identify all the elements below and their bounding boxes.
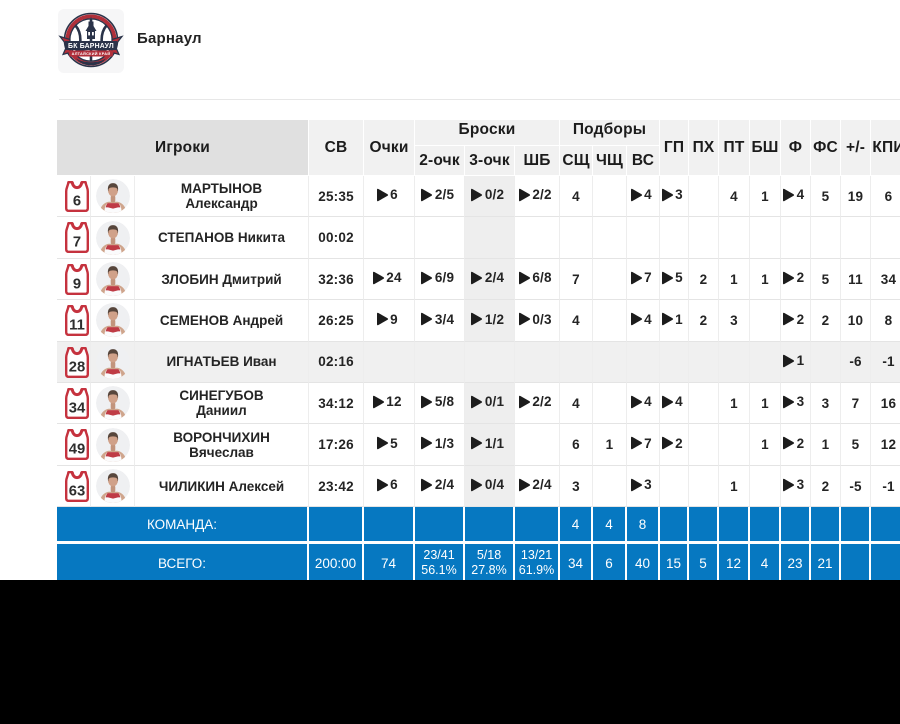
svg-text:7: 7 [73, 235, 81, 251]
svg-text:БК БАРНАУЛ: БК БАРНАУЛ [68, 43, 114, 50]
svg-text:АЛТАЙСКИЙ КРАЙ: АЛТАЙСКИЙ КРАЙ [72, 52, 111, 56]
svg-text:6: 6 [73, 193, 81, 209]
svg-text:49: 49 [69, 442, 85, 458]
svg-text:63: 63 [69, 483, 85, 499]
svg-text:9: 9 [73, 276, 81, 292]
svg-text:11: 11 [69, 318, 85, 334]
svg-text:28: 28 [69, 359, 85, 375]
svg-text:34: 34 [69, 400, 86, 416]
